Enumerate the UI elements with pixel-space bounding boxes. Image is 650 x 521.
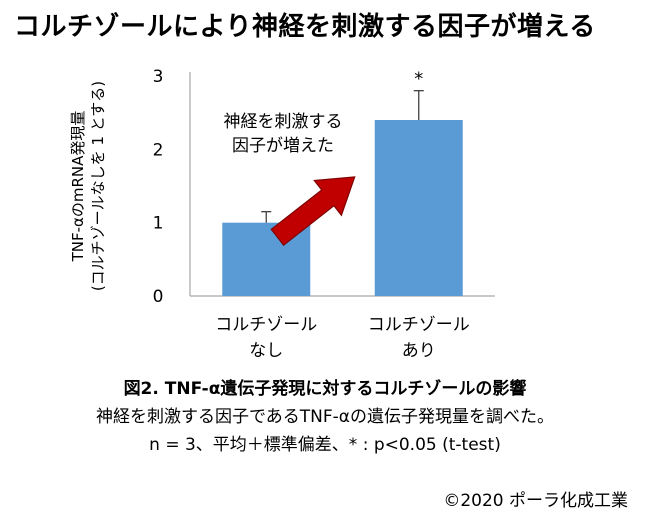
page-title: コルチゾールにより神経を刺激する因子が増える: [14, 12, 596, 42]
copyright-notice: ©2020 ポーラ化成工業: [443, 491, 628, 511]
y-tick-label: 0: [153, 287, 164, 307]
bar-chart: 0 1 2 3 TNF-αのmRNA発現量 (コルチゾールなしを 1 とする) コルチゾール…: [69, 67, 495, 361]
x-tick-label: コルチゾール: [368, 315, 470, 335]
x-tick-label: コルチゾール: [215, 315, 317, 335]
bar: [374, 120, 463, 296]
x-tick-label: あり: [402, 341, 436, 361]
annotation-text: 神経を刺激する: [224, 112, 343, 132]
annotation-text: 因子が増えた: [232, 136, 334, 156]
y-axis-label-note: (コルチゾールなしを 1 とする): [89, 81, 107, 291]
figure-caption: 図2. TNF-α遺伝子発現に対するコルチゾールの影響: [123, 379, 527, 399]
figure-description: 神経を刺激する因子であるTNF-αの遺伝子発現量を調べた。: [95, 407, 555, 427]
y-tick-label: 2: [153, 140, 164, 160]
significance-mark: *: [414, 69, 423, 90]
increase-arrow-icon: [270, 176, 356, 246]
y-tick-label: 3: [153, 67, 164, 87]
y-tick-label: 1: [153, 214, 164, 234]
x-tick-label: なし: [249, 341, 283, 361]
figure-statistics-note: n = 3、平均＋標準偏差、* : p<0.05 (t-test): [149, 435, 501, 455]
y-axis-label: TNF-αのmRNA発現量: [69, 111, 87, 263]
